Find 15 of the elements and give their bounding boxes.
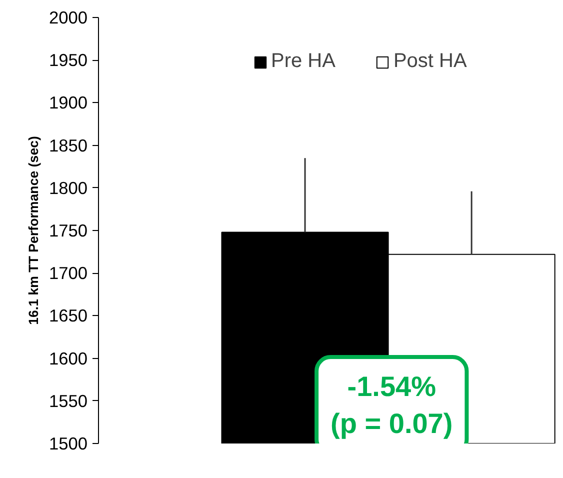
y-tick-label: 1800: [48, 178, 88, 198]
legend-label: Pre HA: [271, 50, 336, 73]
y-tick-label: 2000: [48, 8, 88, 28]
y-tick-label: 1950: [48, 50, 88, 70]
y-tick-label: 1550: [48, 390, 88, 411]
annotation: -1.54% (p = 0.07): [330, 371, 453, 440]
y-axis-title: 16.1 km TT Performance (sec): [26, 136, 41, 325]
y-tick-label: 1700: [48, 263, 88, 284]
y-tick-label: 1900: [48, 92, 88, 113]
y-tick-label: 1750: [48, 220, 88, 240]
y-tick-label: 1850: [48, 135, 88, 156]
y-tick-label: 1650: [48, 306, 88, 326]
y-tick-label: 1600: [48, 348, 88, 368]
legend-label: Post HA: [393, 50, 467, 73]
y-tick-label: 1500: [48, 434, 88, 454]
